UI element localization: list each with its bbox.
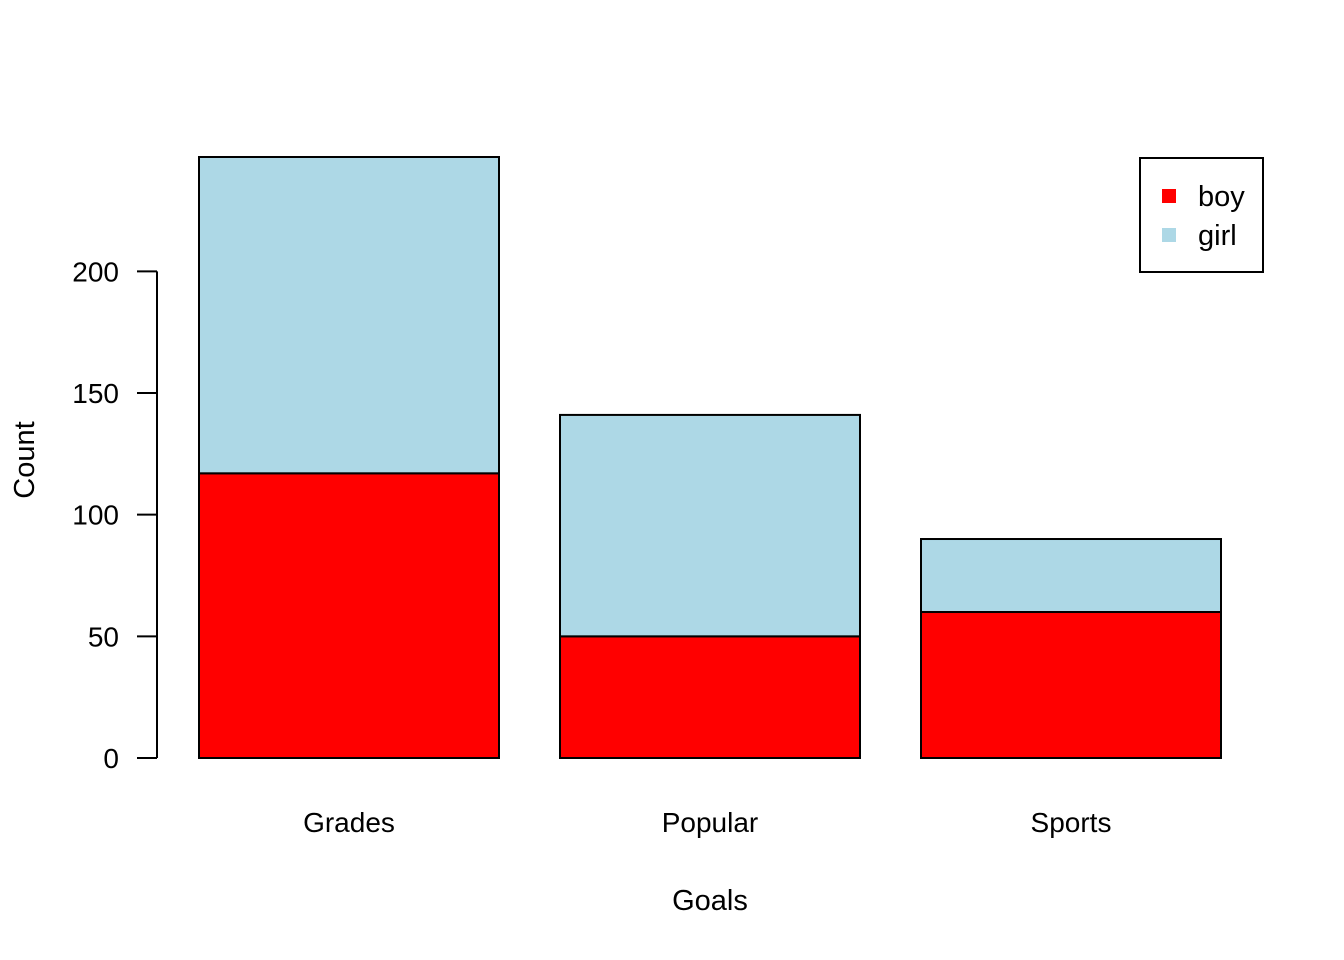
y-tick-label: 50: [88, 621, 119, 652]
legend: boy girl: [1139, 157, 1264, 273]
y-tick-label: 0: [103, 743, 119, 774]
x-tick-label: Grades: [303, 807, 395, 838]
x-axis-title: Goals: [672, 885, 748, 917]
bars-group: [198, 156, 1222, 760]
bar-grades-girl: [198, 156, 500, 475]
y-tick-label: 100: [72, 500, 119, 531]
legend-swatch-boy: [1162, 189, 1176, 203]
legend-box: [1139, 157, 1264, 273]
legend-swatch-girl: [1162, 228, 1176, 242]
y-tick-label: 150: [72, 378, 119, 409]
y-axis: 0 50 100 150 200: [72, 256, 158, 774]
bar-popular-girl: [559, 413, 861, 638]
legend-label-boy: boy: [1198, 181, 1245, 213]
bar-popular-boy: [559, 635, 861, 760]
legend-label-girl: girl: [1198, 220, 1237, 252]
y-axis-title: Count: [9, 421, 41, 498]
bar-grades-boy: [198, 472, 500, 759]
y-tick-label: 200: [72, 256, 119, 287]
x-axis-tick-labels: Grades Popular Sports: [303, 807, 1111, 838]
x-tick-label: Sports: [1031, 807, 1112, 838]
bar-sports-girl: [920, 538, 1222, 614]
x-tick-label: Popular: [662, 807, 759, 838]
bar-sports-boy: [920, 611, 1222, 760]
